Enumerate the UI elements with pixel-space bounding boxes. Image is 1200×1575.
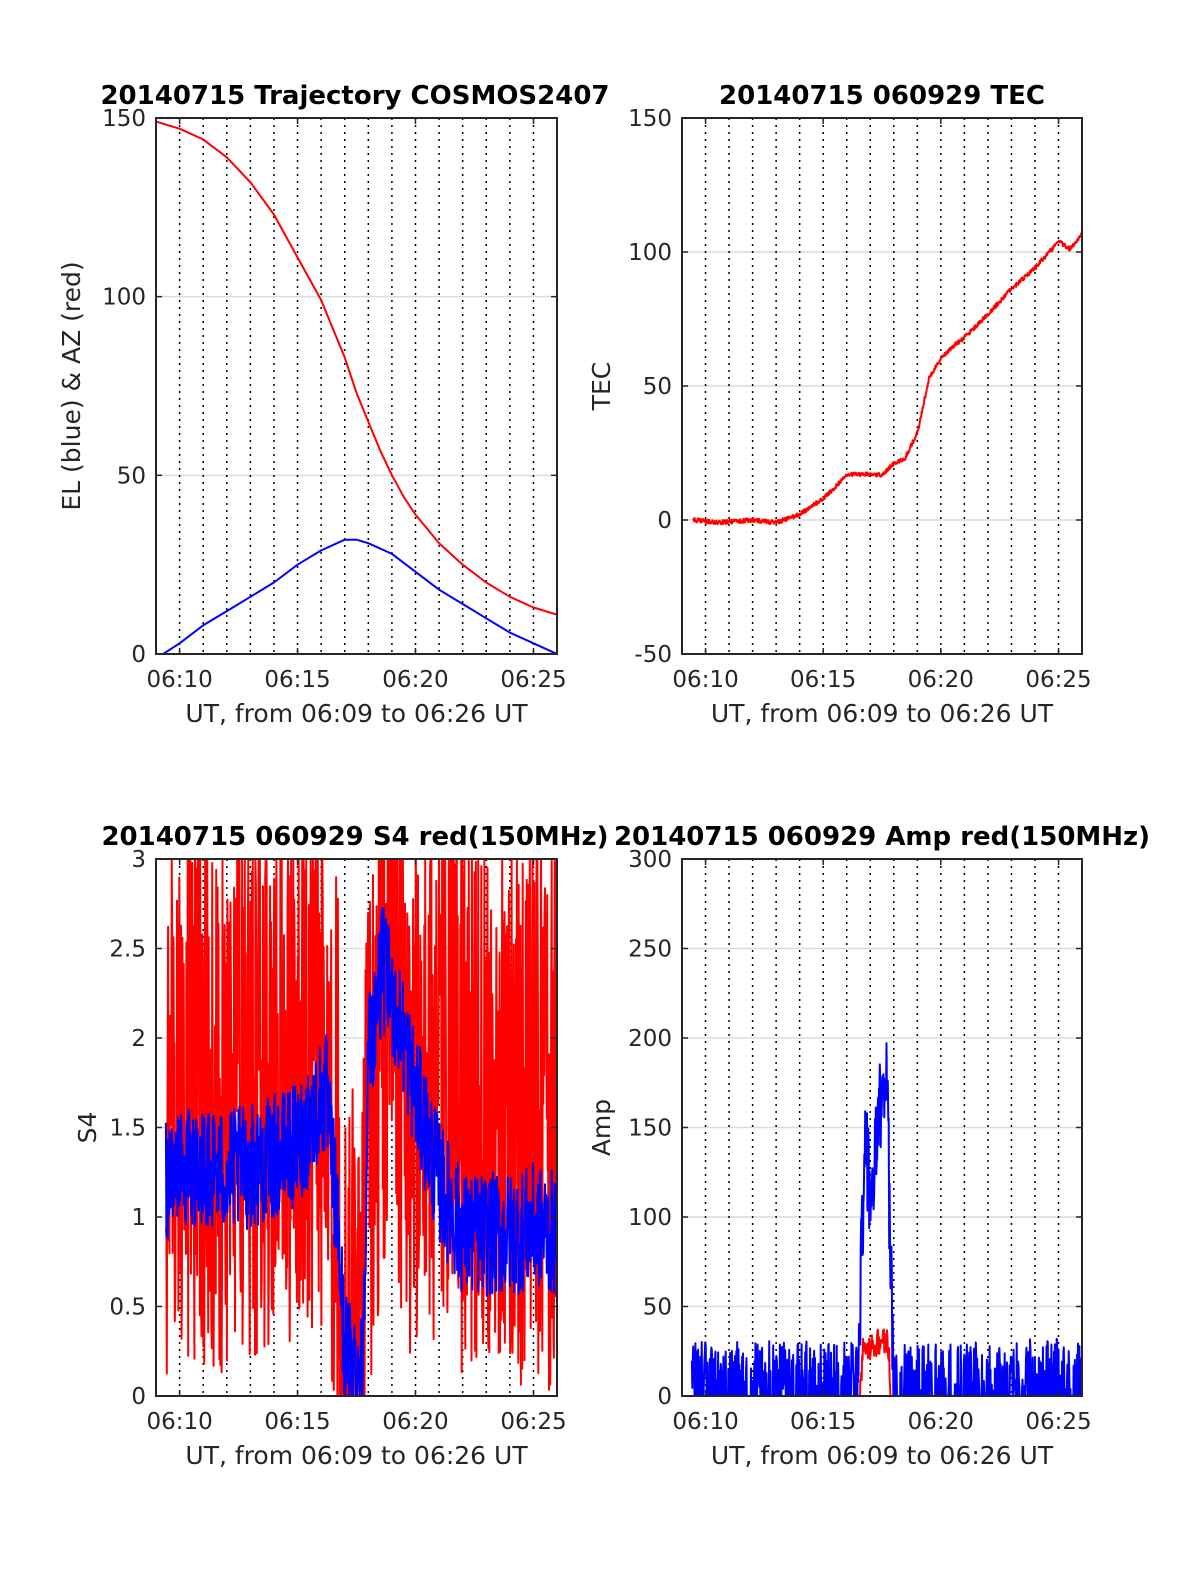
y-tick-label: 2: [131, 1026, 146, 1052]
x-tick-label: 06:25: [500, 667, 566, 693]
x-tick-label: 06:20: [908, 667, 974, 693]
series-line: [162, 538, 557, 654]
y-tick-label: 250: [628, 937, 672, 963]
axes-box: [155, 117, 558, 655]
x-tick-label: 06:20: [908, 1409, 974, 1435]
series-line: [690, 1042, 1082, 1396]
chart-title: 20140715 060929 Amp red(150MHz): [614, 822, 1150, 852]
chart-tec: 06:10 06:15 06:20 06:25 -50 0 50 100 150 UT, from…: [587, 81, 1092, 728]
x-axis-label: UT, from 06:09 to 06:26 UT: [185, 699, 528, 728]
x-axis-label: UT, from 06:09 to 06:26 UT: [711, 699, 1054, 728]
x-axis-label: UT, from 06:09 to 06:26 UT: [711, 1441, 1054, 1470]
series-line: [164, 907, 557, 1396]
chart-s4: 06:10 06:15 06:20 06:25 0 0.5 1 1.5 2 2.5 3 UT, fro…: [73, 822, 609, 1470]
y-tick-label: 0: [131, 642, 146, 668]
series-line: [692, 232, 1082, 526]
y-tick-label: 3: [131, 847, 146, 873]
chart-title: 20140715 Trajectory COSMOS2407: [100, 81, 609, 111]
x-tick-label: 06:25: [500, 1409, 566, 1435]
y-axis-label: TEC: [587, 362, 616, 412]
y-tick-label: 1.5: [109, 1116, 146, 1142]
y-tick-label: 0: [657, 1384, 672, 1410]
series-line: [156, 120, 557, 616]
x-axis-label: UT, from 06:09 to 06:26 UT: [185, 1441, 528, 1470]
chart-trajectory: 06:10 06:15 06:20 06:25 0 50 100 150 UT, from 06…: [57, 81, 610, 728]
y-tick-label: 200: [628, 1026, 672, 1052]
x-tick-label: 06:15: [264, 1409, 330, 1435]
y-tick-label: 100: [628, 240, 672, 266]
x-tick-label: 06:15: [264, 667, 330, 693]
y-tick-label: 0: [131, 1384, 146, 1410]
y-tick-label: 150: [628, 1116, 672, 1142]
chart-title: 20140715 060929 TEC: [719, 81, 1045, 111]
y-tick-label: 1: [131, 1205, 146, 1231]
y-tick-label: 2.5: [109, 937, 146, 963]
x-tick-label: 06:25: [1025, 1409, 1091, 1435]
y-tick-label: 100: [628, 1205, 672, 1231]
x-tick-label: 06:20: [382, 667, 448, 693]
x-tick-label: 06:10: [146, 1409, 212, 1435]
x-tick-label: 06:15: [790, 1409, 856, 1435]
y-tick-label: 300: [628, 847, 672, 873]
y-tick-label: 150: [102, 106, 146, 132]
y-axis-label: S4: [73, 1112, 102, 1144]
x-tick-label: 06:15: [790, 667, 856, 693]
y-tick-label: 100: [102, 285, 146, 311]
y-tick-label: 150: [628, 106, 672, 132]
y-tick-label: 50: [643, 1295, 672, 1321]
y-axis-label: Amp: [587, 1099, 616, 1156]
x-tick-label: 06:20: [382, 1409, 448, 1435]
y-tick-label: 50: [117, 463, 146, 489]
x-tick-label: 06:10: [672, 1409, 738, 1435]
y-tick-label: -50: [634, 642, 672, 668]
y-tick-label: 0: [657, 508, 672, 534]
chart-amp: 06:10 06:15 06:20 06:25 0 50 100 150 200 250 300 UT…: [587, 822, 1150, 1470]
x-tick-label: 06:10: [672, 667, 738, 693]
y-axis-label: EL (blue) & AZ (red): [57, 261, 86, 510]
x-tick-label: 06:10: [146, 667, 212, 693]
chart-title: 20140715 060929 S4 red(150MHz): [101, 822, 608, 852]
y-tick-label: 50: [643, 374, 672, 400]
y-tick-label: 0.5: [109, 1295, 146, 1321]
x-tick-label: 06:25: [1025, 667, 1091, 693]
series-line: [859, 1328, 892, 1396]
